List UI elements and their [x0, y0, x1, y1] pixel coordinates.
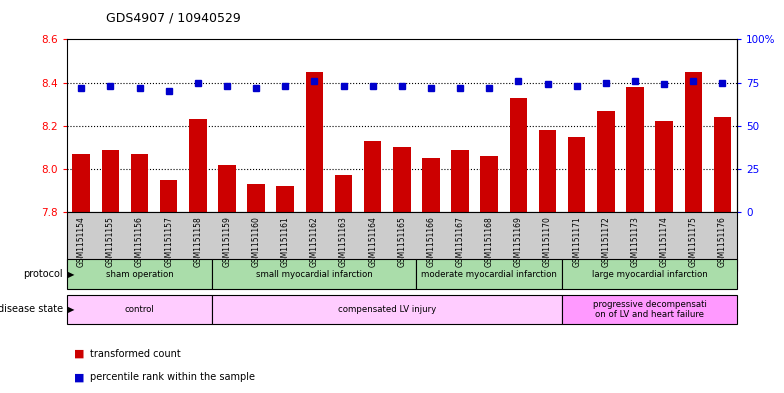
Text: GSM1151176: GSM1151176: [718, 216, 727, 267]
Text: GSM1151164: GSM1151164: [368, 216, 377, 267]
Text: small myocardial infarction: small myocardial infarction: [256, 270, 372, 279]
Text: ■: ■: [74, 349, 85, 359]
Bar: [131, 154, 148, 212]
Text: progressive decompensati
on of LV and heart failure: progressive decompensati on of LV and he…: [593, 300, 706, 319]
Text: protocol: protocol: [23, 269, 63, 279]
Text: GSM1151160: GSM1151160: [252, 216, 260, 267]
Text: ▶: ▶: [68, 270, 74, 279]
Bar: [160, 180, 177, 212]
Text: GSM1151157: GSM1151157: [164, 216, 173, 267]
Text: GSM1151163: GSM1151163: [339, 216, 348, 267]
Text: GSM1151167: GSM1151167: [456, 216, 465, 267]
Text: transformed count: transformed count: [90, 349, 181, 359]
Text: GSM1151154: GSM1151154: [77, 216, 85, 267]
Text: compensated LV injury: compensated LV injury: [338, 305, 437, 314]
Bar: [452, 149, 469, 212]
Text: GSM1151169: GSM1151169: [514, 216, 523, 267]
Bar: [481, 156, 498, 212]
Bar: [568, 136, 586, 212]
Bar: [684, 72, 702, 212]
Text: GSM1151171: GSM1151171: [572, 216, 581, 267]
Text: moderate myocardial infarction: moderate myocardial infarction: [421, 270, 557, 279]
Text: GSM1151170: GSM1151170: [543, 216, 552, 267]
Bar: [597, 111, 615, 212]
Text: control: control: [125, 305, 154, 314]
Bar: [539, 130, 557, 212]
Text: large myocardial infarction: large myocardial infarction: [592, 270, 707, 279]
Bar: [423, 158, 440, 212]
Text: ▶: ▶: [68, 305, 74, 314]
Text: disease state: disease state: [0, 305, 63, 314]
Bar: [335, 175, 352, 212]
Text: GSM1151168: GSM1151168: [485, 216, 494, 267]
Bar: [102, 149, 119, 212]
Text: GDS4907 / 10940529: GDS4907 / 10940529: [106, 12, 241, 25]
Text: GSM1151174: GSM1151174: [659, 216, 669, 267]
Text: GSM1151161: GSM1151161: [281, 216, 290, 267]
Bar: [510, 97, 527, 212]
Text: ■: ■: [74, 372, 85, 382]
Text: GSM1151158: GSM1151158: [194, 216, 202, 267]
Bar: [713, 117, 731, 212]
Bar: [306, 72, 323, 212]
Bar: [393, 147, 411, 212]
Text: GSM1151166: GSM1151166: [426, 216, 435, 267]
Bar: [626, 87, 644, 212]
Bar: [655, 121, 673, 212]
Text: GSM1151175: GSM1151175: [688, 216, 698, 267]
Text: sham operation: sham operation: [106, 270, 173, 279]
Text: GSM1151159: GSM1151159: [223, 216, 231, 267]
Text: GSM1151162: GSM1151162: [310, 216, 319, 267]
Text: GSM1151155: GSM1151155: [106, 216, 115, 267]
Text: GSM1151172: GSM1151172: [601, 216, 610, 267]
Bar: [189, 119, 206, 212]
Text: GSM1151173: GSM1151173: [630, 216, 640, 267]
Bar: [247, 184, 265, 212]
Text: GSM1151165: GSM1151165: [397, 216, 406, 267]
Bar: [72, 154, 90, 212]
Text: percentile rank within the sample: percentile rank within the sample: [90, 372, 255, 382]
Bar: [218, 165, 236, 212]
Bar: [364, 141, 381, 212]
Bar: [277, 186, 294, 212]
Text: GSM1151156: GSM1151156: [135, 216, 144, 267]
